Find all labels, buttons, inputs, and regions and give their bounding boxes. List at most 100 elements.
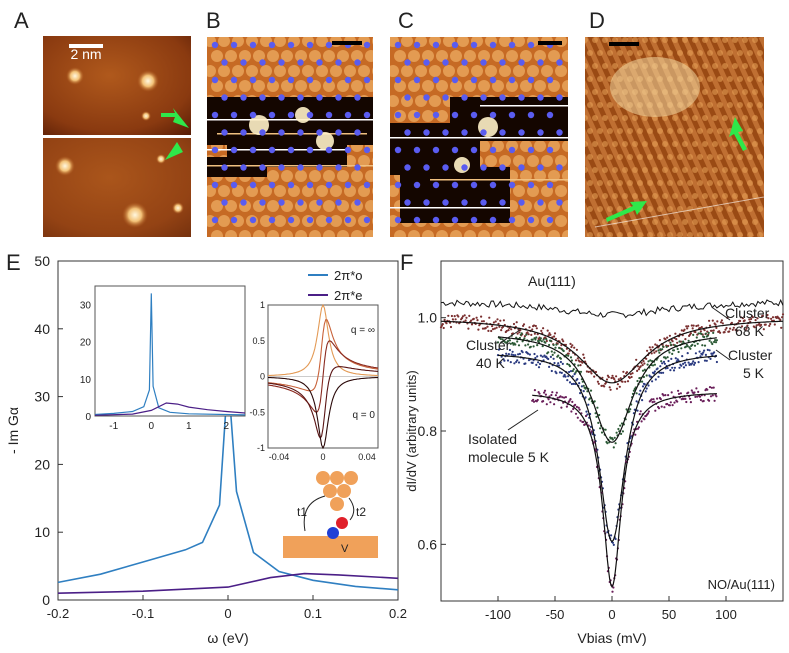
lattice-marker [470, 181, 478, 189]
x-tick-label: 0 [608, 607, 615, 622]
data-point [639, 365, 642, 368]
data-point [713, 340, 716, 344]
data-point [767, 317, 770, 320]
data-point [558, 371, 562, 374]
y-axis-label: dI/dV (arbitrary units) [404, 370, 419, 491]
lattice-bump [365, 230, 373, 237]
lattice-bump [492, 80, 504, 92]
data-point [746, 324, 749, 327]
data-point [600, 384, 603, 387]
data-point [491, 325, 494, 328]
data-point [694, 395, 697, 398]
lattice-bump [702, 37, 708, 43]
data-point [527, 359, 531, 362]
data-point [617, 378, 620, 381]
lattice-bump [211, 230, 223, 237]
data-point [654, 343, 657, 346]
data-point [517, 344, 521, 347]
data-point [669, 341, 672, 344]
lattice-bump [464, 230, 476, 237]
data-point [640, 420, 643, 423]
lattice-marker [451, 181, 459, 189]
lattice-marker [306, 216, 314, 224]
data-point [621, 380, 624, 383]
lattice-marker [325, 76, 333, 84]
data-point [482, 320, 485, 323]
lattice-bump [239, 80, 251, 92]
lattice-marker [499, 59, 506, 66]
data-point [655, 350, 658, 353]
adsorbate-blob [137, 70, 159, 92]
data-point [693, 361, 697, 364]
lattice-marker [508, 76, 516, 84]
stripe [585, 104, 645, 237]
dark-region [450, 97, 568, 141]
data-point [730, 321, 733, 324]
data-point [647, 360, 650, 363]
lattice-marker [259, 59, 266, 66]
data-point [552, 343, 555, 347]
lattice-bump [520, 230, 532, 237]
data-point [706, 334, 709, 337]
data-point [532, 345, 535, 348]
lattice-bump [687, 154, 693, 160]
data-point [584, 423, 587, 426]
data-point [710, 352, 713, 355]
data-point [443, 318, 446, 321]
lattice-bump [207, 65, 216, 77]
lattice-bump [585, 193, 588, 199]
lattice-bump [246, 185, 258, 197]
lattice-marker [423, 164, 430, 171]
data-point [594, 412, 597, 415]
data-point [654, 378, 657, 381]
data-point [561, 396, 564, 399]
lattice-bump [712, 141, 718, 147]
data-point [714, 339, 717, 342]
data-point [703, 344, 707, 347]
lattice-bump [657, 128, 663, 134]
scale-bar [69, 44, 103, 48]
data-point [679, 392, 682, 395]
lattice-marker [306, 111, 314, 119]
lattice-bump [732, 37, 738, 43]
lattice-bump [478, 140, 490, 152]
data-point [472, 317, 475, 320]
data-point [680, 347, 683, 350]
data-point [587, 403, 590, 406]
lattice-bump [697, 154, 703, 160]
data-point [538, 392, 541, 395]
data-point [639, 410, 642, 413]
data-point [484, 327, 487, 330]
lattice-bump [717, 154, 723, 160]
stm-image-d [585, 37, 764, 237]
data-point [468, 314, 471, 317]
lattice-bump [627, 232, 633, 237]
lattice-bump [592, 193, 598, 199]
lattice-bump [737, 50, 743, 56]
data-point [667, 394, 670, 397]
data-point [641, 364, 644, 367]
lattice-bump [330, 215, 342, 227]
data-point [721, 322, 724, 325]
data-point [535, 363, 538, 366]
lattice-bump [316, 215, 328, 227]
data-point [729, 327, 732, 330]
data-point [669, 401, 672, 404]
data-point [589, 370, 592, 373]
x-tick-label: 100 [715, 607, 737, 622]
lattice-bump [607, 154, 613, 160]
lattice-marker [556, 59, 563, 66]
lattice-bump [555, 65, 567, 77]
data-point [480, 315, 483, 318]
data-point [510, 328, 513, 331]
data-point [536, 398, 539, 402]
lattice-marker [470, 76, 478, 84]
data-point [646, 363, 649, 366]
adsorbate-blob [316, 132, 334, 150]
lattice-marker [499, 94, 506, 101]
data-point [549, 333, 552, 336]
inset-x-tick-label: 0 [148, 421, 154, 432]
lattice-marker [240, 59, 247, 66]
data-point [656, 367, 659, 370]
lattice-bump [742, 167, 748, 173]
